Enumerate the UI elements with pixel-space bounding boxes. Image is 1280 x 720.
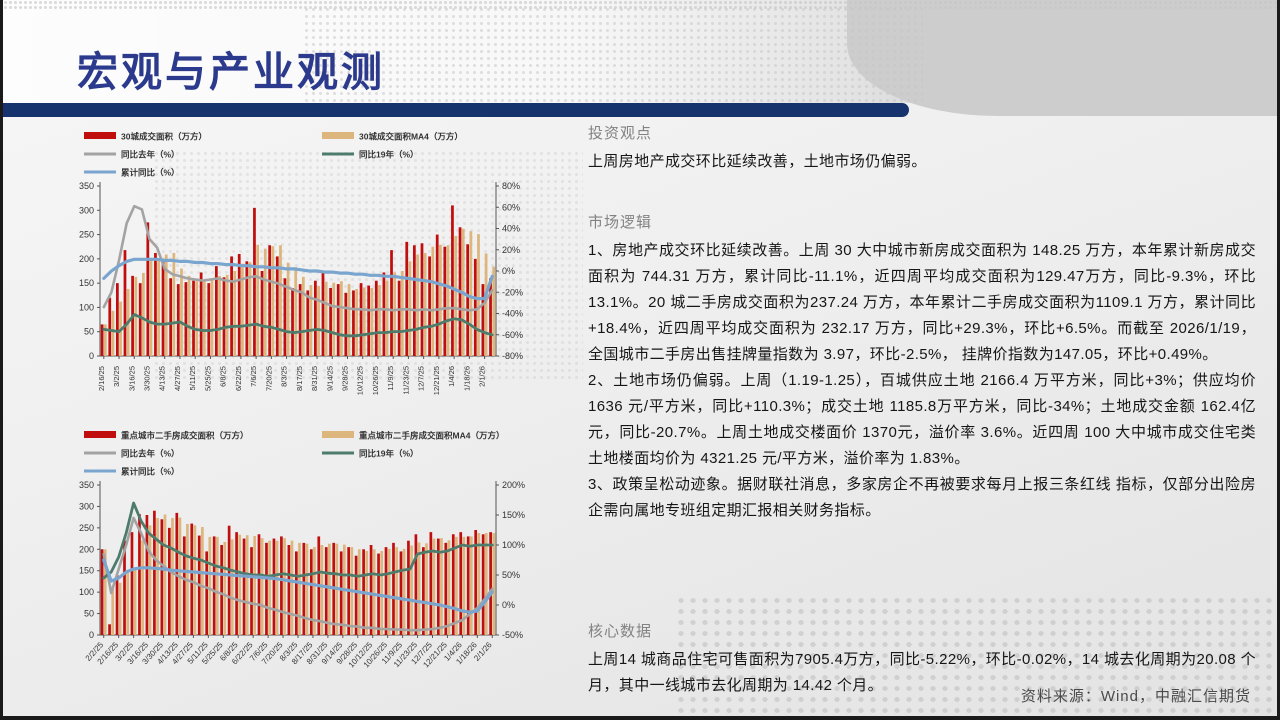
svg-text:累计同比（%）: 累计同比（%） — [121, 467, 180, 477]
svg-text:8/3/25: 8/3/25 — [280, 366, 289, 387]
svg-text:150%: 150% — [502, 510, 525, 520]
section-investment-view: 投资观点 上周房地产成交环比延续改善，土地市场仍偏弱。 — [588, 122, 1256, 175]
market-logic-paragraph-3: 3、政策呈松动迹象。据财联社消息，多家房企不再被要求每月上报三条红线 指标，仅部… — [588, 476, 1256, 519]
investment-view-text: 上周房地产成交环比延续改善，土地市场仍偏弱。 — [588, 153, 927, 170]
page-title: 宏观与产业观测 — [77, 49, 385, 95]
svg-text:7/20/25: 7/20/25 — [264, 366, 273, 391]
svg-text:同比19年（%）: 同比19年（%） — [359, 449, 419, 459]
svg-text:50: 50 — [84, 327, 94, 337]
svg-text:10/26/25: 10/26/25 — [371, 366, 380, 395]
svg-text:-40%: -40% — [502, 309, 523, 319]
svg-text:8/17/25: 8/17/25 — [295, 366, 304, 391]
svg-text:11/23/25: 11/23/25 — [401, 366, 410, 395]
svg-text:同比19年（%）: 同比19年（%） — [359, 150, 419, 160]
title-underline-bar — [3, 103, 909, 117]
svg-text:30城成交面积MA4（万方）: 30城成交面积MA4（万方） — [359, 132, 463, 142]
svg-text:3/30/25: 3/30/25 — [143, 366, 152, 391]
section-heading-core-data: 核心数据 — [588, 623, 653, 640]
section-core-data: 核心数据 上周14 城商品住宅可售面积为7905.4万方，同比-5.22%，环比… — [588, 620, 1256, 699]
svg-text:300: 300 — [79, 205, 94, 215]
svg-text:2/16/25: 2/16/25 — [97, 366, 106, 391]
analysis-panel: 投资观点 上周房地产成交环比延续改善，土地市场仍偏弱。 市场逻辑 1、房地产成交… — [588, 122, 1256, 694]
svg-text:同比去年（%）: 同比去年（%） — [121, 150, 180, 160]
svg-text:40%: 40% — [502, 224, 520, 234]
svg-text:50: 50 — [84, 609, 94, 619]
core-data-text: 上周14 城商品住宅可售面积为7905.4万方，同比-5.22%，环比-0.02… — [588, 651, 1256, 694]
svg-text:150: 150 — [79, 566, 94, 576]
svg-text:80%: 80% — [502, 181, 520, 191]
svg-text:100: 100 — [79, 587, 94, 597]
svg-text:-50%: -50% — [502, 630, 523, 640]
svg-text:重点城市二手房成交面积（万方）: 重点城市二手房成交面积（万方） — [121, 431, 249, 441]
second-hand-house-transactions-chart: 重点城市二手房成交面积（万方） 重点城市二手房成交面积MA4（万方） 同比去年（%）… — [79, 431, 525, 670]
svg-text:4/27/25: 4/27/25 — [173, 366, 182, 391]
svg-text:9/28/25: 9/28/25 — [341, 366, 350, 391]
svg-text:10/12/25: 10/12/25 — [356, 366, 365, 395]
new-house-transactions-chart: 30城成交面积（万方） 30城成交面积MA4（万方） 同比去年（%） 同比19年（%）… — [79, 132, 523, 396]
svg-text:11/9/25: 11/9/25 — [386, 366, 395, 390]
svg-text:-20%: -20% — [502, 287, 523, 297]
svg-text:0: 0 — [89, 351, 94, 361]
svg-text:12/21/25: 12/21/25 — [432, 366, 441, 395]
svg-text:150: 150 — [79, 278, 94, 288]
svg-text:300: 300 — [79, 501, 94, 511]
svg-text:250: 250 — [79, 523, 94, 533]
svg-text:100%: 100% — [502, 540, 525, 550]
svg-text:重点城市二手房成交面积MA4（万方）: 重点城市二手房成交面积MA4（万方） — [359, 431, 504, 441]
market-logic-paragraph-2: 2、土地市场仍偏弱。上周（1.19-1.25），百城供应土地 2166.4 万平… — [588, 372, 1256, 467]
svg-text:-80%: -80% — [502, 351, 523, 361]
data-source: 资料来源：Wind，中融汇信期货 — [1020, 688, 1251, 705]
svg-text:20%: 20% — [502, 245, 520, 255]
svg-text:累计同比（%）: 累计同比（%） — [121, 168, 180, 178]
section-heading-investment-view: 投资观点 — [588, 125, 653, 142]
svg-text:200: 200 — [79, 254, 94, 264]
svg-text:6/22/25: 6/22/25 — [234, 366, 243, 391]
svg-text:250: 250 — [79, 230, 94, 240]
svg-text:100: 100 — [79, 302, 94, 312]
svg-text:200: 200 — [79, 544, 94, 554]
svg-text:2/1/26: 2/1/26 — [478, 366, 487, 387]
svg-text:200%: 200% — [502, 480, 525, 490]
svg-text:7/6/25: 7/6/25 — [249, 366, 258, 387]
svg-text:3/2/25: 3/2/25 — [112, 366, 121, 387]
svg-text:60%: 60% — [502, 202, 520, 212]
svg-text:350: 350 — [79, 480, 94, 490]
svg-text:5/11/25: 5/11/25 — [188, 366, 197, 390]
svg-text:同比去年（%）: 同比去年（%） — [121, 449, 180, 459]
svg-text:3/16/25: 3/16/25 — [127, 366, 136, 391]
svg-text:5/25/25: 5/25/25 — [203, 366, 212, 391]
svg-text:6/8/25: 6/8/25 — [219, 366, 228, 387]
svg-text:12/7/25: 12/7/25 — [417, 366, 426, 391]
header-gray-corner — [847, 0, 1277, 116]
svg-text:30城成交面积（万方）: 30城成交面积（万方） — [121, 132, 207, 142]
svg-text:0%: 0% — [502, 266, 515, 276]
section-heading-market-logic: 市场逻辑 — [588, 214, 653, 231]
svg-text:0%: 0% — [502, 600, 515, 610]
svg-text:0: 0 — [89, 630, 94, 640]
section-market-logic: 市场逻辑 1、房地产成交环比延续改善。上周 30 大中城市新房成交面积为 148… — [588, 211, 1256, 524]
svg-text:1/18/26: 1/18/26 — [462, 366, 471, 391]
svg-text:350: 350 — [79, 181, 94, 191]
market-logic-paragraph-1: 1、房地产成交环比延续改善。上周 30 大中城市新房成交面积为 148.25 万… — [588, 242, 1256, 363]
svg-text:9/14/25: 9/14/25 — [325, 366, 334, 391]
svg-text:1/4/26: 1/4/26 — [447, 366, 456, 387]
svg-text:50%: 50% — [502, 570, 520, 580]
svg-text:8/31/25: 8/31/25 — [310, 366, 319, 391]
svg-text:-60%: -60% — [502, 330, 523, 340]
svg-text:4/13/25: 4/13/25 — [158, 366, 167, 391]
